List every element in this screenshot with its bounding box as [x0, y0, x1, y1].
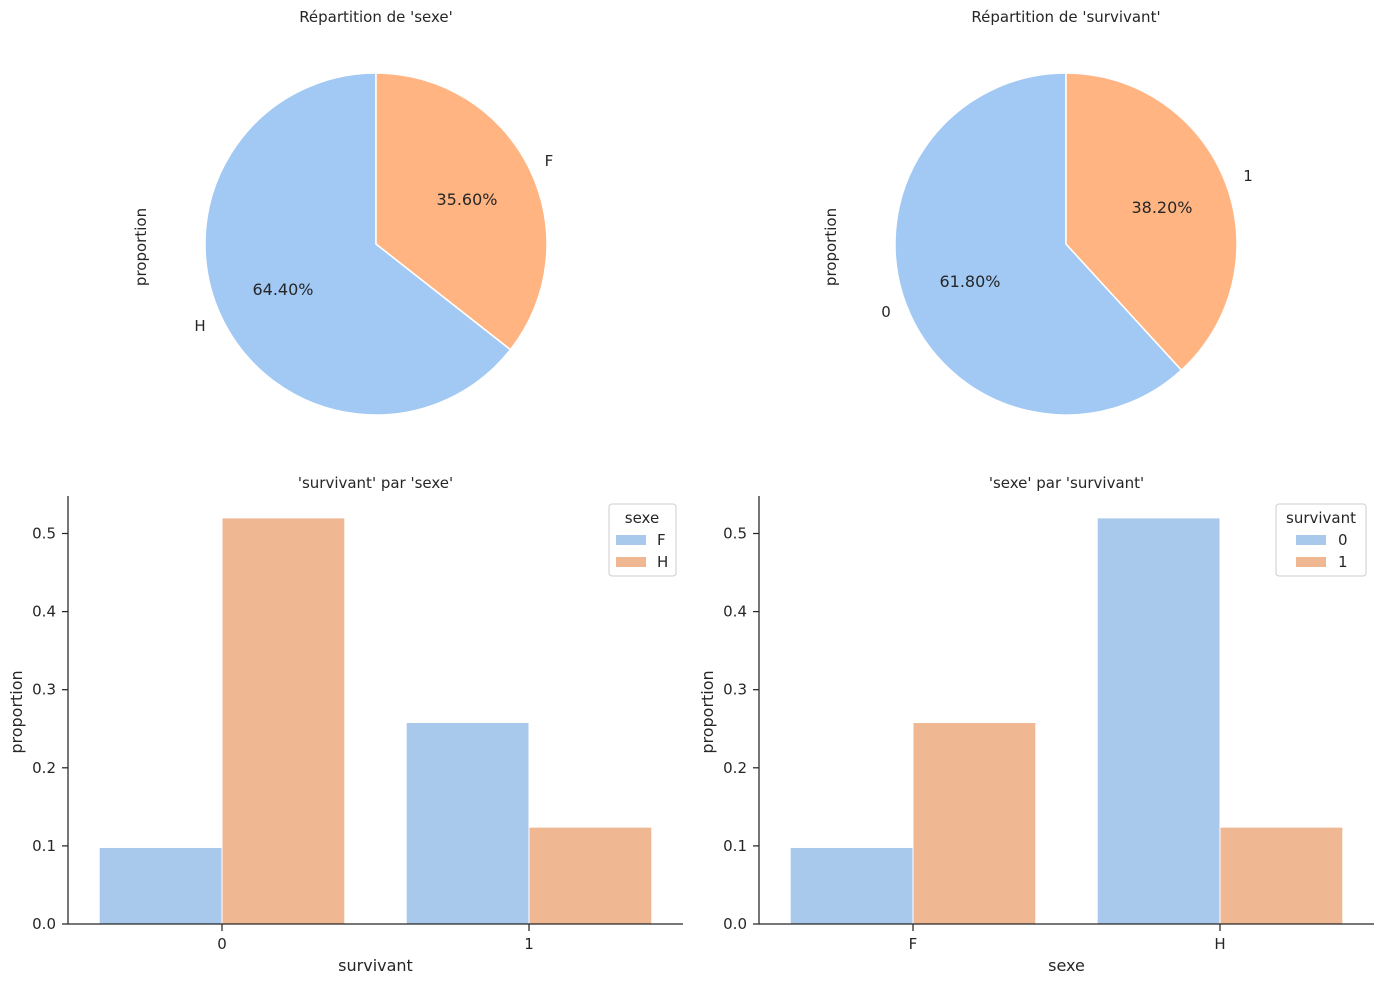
bar2-ytick-label: 0.2 [723, 759, 747, 777]
pie-sexe-slice-f [375, 72, 548, 351]
pie-survivant-label-1: 1 [1243, 167, 1253, 185]
pie-chart-sexe: Répartition de 'sexe' proportion H F 64.… [132, 8, 554, 416]
bar2-bar-f-0 [789, 846, 914, 925]
pie-sexe-label-h: H [194, 317, 205, 335]
bar2-bar-h-1 [1219, 826, 1344, 925]
bar2-title: 'sexe' par 'survivant' [989, 474, 1144, 492]
bar2-legend-swatch-0 [1296, 535, 1326, 545]
bar2-xlabel: sexe [1048, 956, 1085, 975]
bar-chart-sexe-par-survivant: 'sexe' par 'survivant' 0.0 0.1 0.2 0.3 0.4 0.… [698, 474, 1374, 975]
bar-chart-survivant-par-sexe: 'survivant' par 'sexe' 0.0 0.1 0.2 0.3 0.4 0.… [7, 474, 683, 975]
pie-sexe-slice-h [204, 72, 512, 416]
bar2-ytick-label: 0.0 [723, 915, 747, 933]
pie-sexe-label-f: F [545, 152, 554, 170]
bar2-legend: survivant 0 1 [1275, 503, 1367, 577]
bar2-legend-swatch-1 [1296, 557, 1326, 567]
bar1-ytick-label: 0.2 [32, 759, 56, 777]
bar2-legend-label-0: 0 [1338, 531, 1348, 549]
bar1-legend-label-f: F [657, 531, 666, 549]
pie-survivant-ylabel: proportion [822, 208, 840, 286]
bar2-ylabel: proportion [698, 670, 717, 753]
bar2-ytick-label: 0.1 [723, 837, 747, 855]
bar2-bar-h-0 [1096, 517, 1221, 925]
pie-survivant-slice-0 [894, 72, 1183, 416]
bar2-bar-f-1 [912, 722, 1037, 925]
pie-survivant-title: Répartition de 'survivant' [971, 8, 1160, 26]
bar1-legend: sexe F H [608, 503, 677, 577]
bar2-ytick-label: 0.3 [723, 681, 747, 699]
bar1-bar-0-h [221, 517, 346, 925]
bar1-bar-0-f [98, 846, 223, 925]
bar1-bar-1-f [405, 722, 530, 925]
bar2-legend-title: survivant [1286, 509, 1356, 527]
bar2-xtick-label-0: F [909, 935, 918, 953]
bar2-xtick-label-1: H [1214, 935, 1225, 953]
pie-sexe-title: Répartition de 'sexe' [299, 8, 453, 26]
bar1-xlabel: survivant [338, 956, 413, 975]
bar1-bar-1-h [528, 826, 653, 925]
pie-survivant-pct-0: 61.80% [939, 272, 1000, 291]
bar1-legend-label-h: H [657, 553, 668, 571]
bar1-ylabel: proportion [7, 670, 26, 753]
bar1-ytick-label: 0.5 [32, 525, 56, 543]
bar1-ytick-label: 0.3 [32, 681, 56, 699]
bar2-legend-label-1: 1 [1338, 553, 1348, 571]
bar2-ytick-label: 0.5 [723, 525, 747, 543]
bar2-ytick-label: 0.4 [723, 603, 747, 621]
bar1-legend-title: sexe [625, 509, 659, 527]
bar1-xtick-label-1: 1 [524, 935, 534, 953]
pie-survivant-slice-1 [1065, 72, 1238, 372]
pie-survivant-pct-1: 38.20% [1131, 198, 1192, 217]
bar1-ytick-label: 0.1 [32, 837, 56, 855]
bar1-legend-swatch-h [616, 557, 646, 567]
bar1-ytick-label: 0.0 [32, 915, 56, 933]
bar1-xtick-label-0: 0 [217, 935, 227, 953]
bar1-title: 'survivant' par 'sexe' [298, 474, 453, 492]
pie-survivant-label-0: 0 [881, 303, 891, 321]
bar1-legend-swatch-f [616, 535, 646, 545]
pie-sexe-ylabel: proportion [132, 208, 150, 286]
pie-sexe-pct-h: 64.40% [252, 280, 313, 299]
pie-chart-survivant: Répartition de 'survivant' proportion 0 … [822, 8, 1253, 416]
bar1-ytick-label: 0.4 [32, 603, 56, 621]
pie-sexe-pct-f: 35.60% [436, 190, 497, 209]
